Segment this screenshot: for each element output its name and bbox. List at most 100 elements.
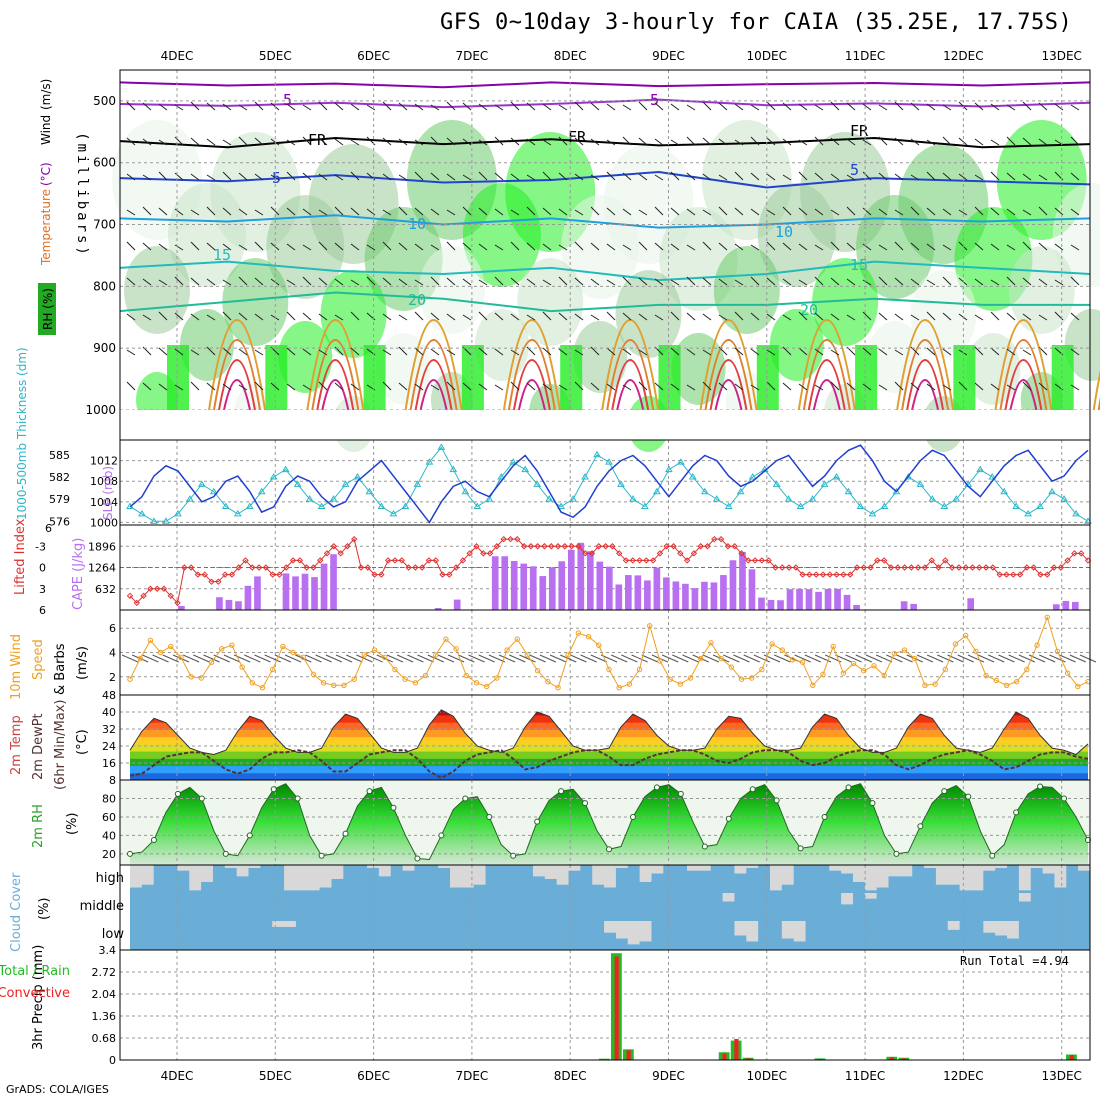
cloud-middle-cell (319, 893, 332, 921)
precip-tick-label: 0 (109, 1054, 116, 1067)
wind-barb (654, 382, 664, 391)
wind-barb (574, 349, 584, 356)
cloud-middle-cell (639, 893, 652, 921)
wind-barb (894, 173, 904, 181)
wind-barb (190, 313, 200, 321)
thickness-point (653, 487, 661, 495)
thickness-point (533, 480, 542, 487)
lifted-index-point (962, 564, 969, 571)
wind-barb (446, 173, 456, 181)
rh-point (893, 850, 900, 857)
wind-barb (814, 312, 824, 321)
wind-barb (430, 348, 440, 356)
cloud-low-cell (1066, 921, 1079, 950)
cloud-high-cell (888, 876, 901, 893)
wind-barb (430, 244, 440, 251)
wind-barb (286, 139, 296, 146)
precip-axis-label: 3hr Precip (mm) (31, 945, 46, 1050)
cloud-high-gap (438, 865, 451, 868)
cape-bar (834, 588, 841, 610)
wind-barb-10m (519, 654, 536, 663)
run-total-label: Run Total = (960, 954, 1039, 968)
wind-barb (350, 311, 360, 321)
wind-barb (238, 104, 248, 111)
wind-barb (414, 383, 424, 391)
cloud-high-gap (568, 865, 581, 871)
rh-patch-green (953, 345, 976, 410)
lifted-index-point (867, 564, 874, 571)
wind-barb (494, 312, 504, 321)
wind-barb (478, 383, 488, 391)
thickness-point (521, 465, 530, 473)
rh-point (438, 832, 445, 839)
cloud-middle-gap (722, 893, 735, 902)
cape-bar (653, 567, 661, 610)
wind-barb (814, 172, 824, 181)
chart-title: GFS 0~10day 3-hourly for CAIA (35.25E, 1… (440, 10, 1073, 35)
cloud-high-cell (1007, 865, 1020, 893)
temp-tick-label: 32 (102, 723, 116, 736)
wind-barb (478, 139, 488, 146)
wind-barb (926, 103, 936, 111)
cape-bar (967, 598, 975, 610)
cloud-low-cell (734, 935, 747, 950)
wind-barb (1006, 276, 1016, 286)
contour-label: 5 (650, 91, 659, 109)
lifted-index-point (432, 557, 439, 564)
wind-barb (814, 348, 824, 356)
cloud-high-cell (153, 865, 166, 893)
lifted-index-point (846, 571, 854, 578)
wind-barb (1006, 104, 1016, 111)
wind-speed-point (484, 683, 490, 690)
thickness-point (497, 472, 506, 480)
wind-barb (446, 313, 456, 321)
thickness-point (209, 487, 218, 495)
wind-barb (526, 206, 536, 216)
thickness-point (329, 495, 338, 502)
wind-barb (734, 279, 744, 286)
thickness-point (736, 487, 745, 495)
wind-barb (734, 243, 744, 251)
temp-band (130, 758, 1088, 767)
temp-band (120, 693, 1090, 701)
wind-barb (174, 208, 184, 216)
cloud-low-cell (212, 921, 226, 950)
precip-frame (119, 949, 1091, 1061)
wind-barb (702, 381, 712, 391)
wind-barb (574, 209, 584, 216)
wind-barb (734, 311, 744, 321)
wind-speed-point (239, 664, 245, 670)
wind-barb-10m (875, 654, 893, 663)
wind-barb-10m (998, 654, 1015, 663)
wind-barb (958, 173, 968, 181)
wind-barb (974, 382, 984, 391)
cape-bar (853, 604, 860, 610)
contour-label: 10 (775, 223, 793, 241)
thickness-point (317, 502, 326, 510)
wind-speed-point (422, 672, 429, 679)
thickness-point (138, 509, 146, 517)
wind-barb (286, 383, 296, 391)
cape-bar (1071, 601, 1079, 610)
cloud-low-cell (781, 938, 795, 950)
thickness-point (221, 502, 230, 510)
rh-patch-green (167, 345, 189, 410)
thickness-point (461, 487, 470, 495)
wind-speed-point (208, 659, 215, 665)
lifted-index-point (901, 564, 908, 571)
wind-barb (670, 103, 680, 111)
pressure-tick-label: 500 (93, 94, 116, 108)
cloud-high-gap (402, 865, 415, 871)
lifted-index-point (140, 592, 147, 600)
cloud-low-cell (841, 921, 854, 950)
precip-tick-label: 2.04 (92, 988, 117, 1001)
cape-bar (805, 589, 813, 610)
wind-barb-10m (346, 654, 363, 663)
wind-barb (318, 313, 328, 321)
wind-barb (718, 206, 728, 216)
wind-barb-10m (1059, 654, 1076, 663)
cloud-middle-cell (497, 893, 510, 921)
cloud-low-cell (959, 921, 972, 950)
wind-barb (286, 347, 296, 356)
rh-point (342, 830, 349, 837)
